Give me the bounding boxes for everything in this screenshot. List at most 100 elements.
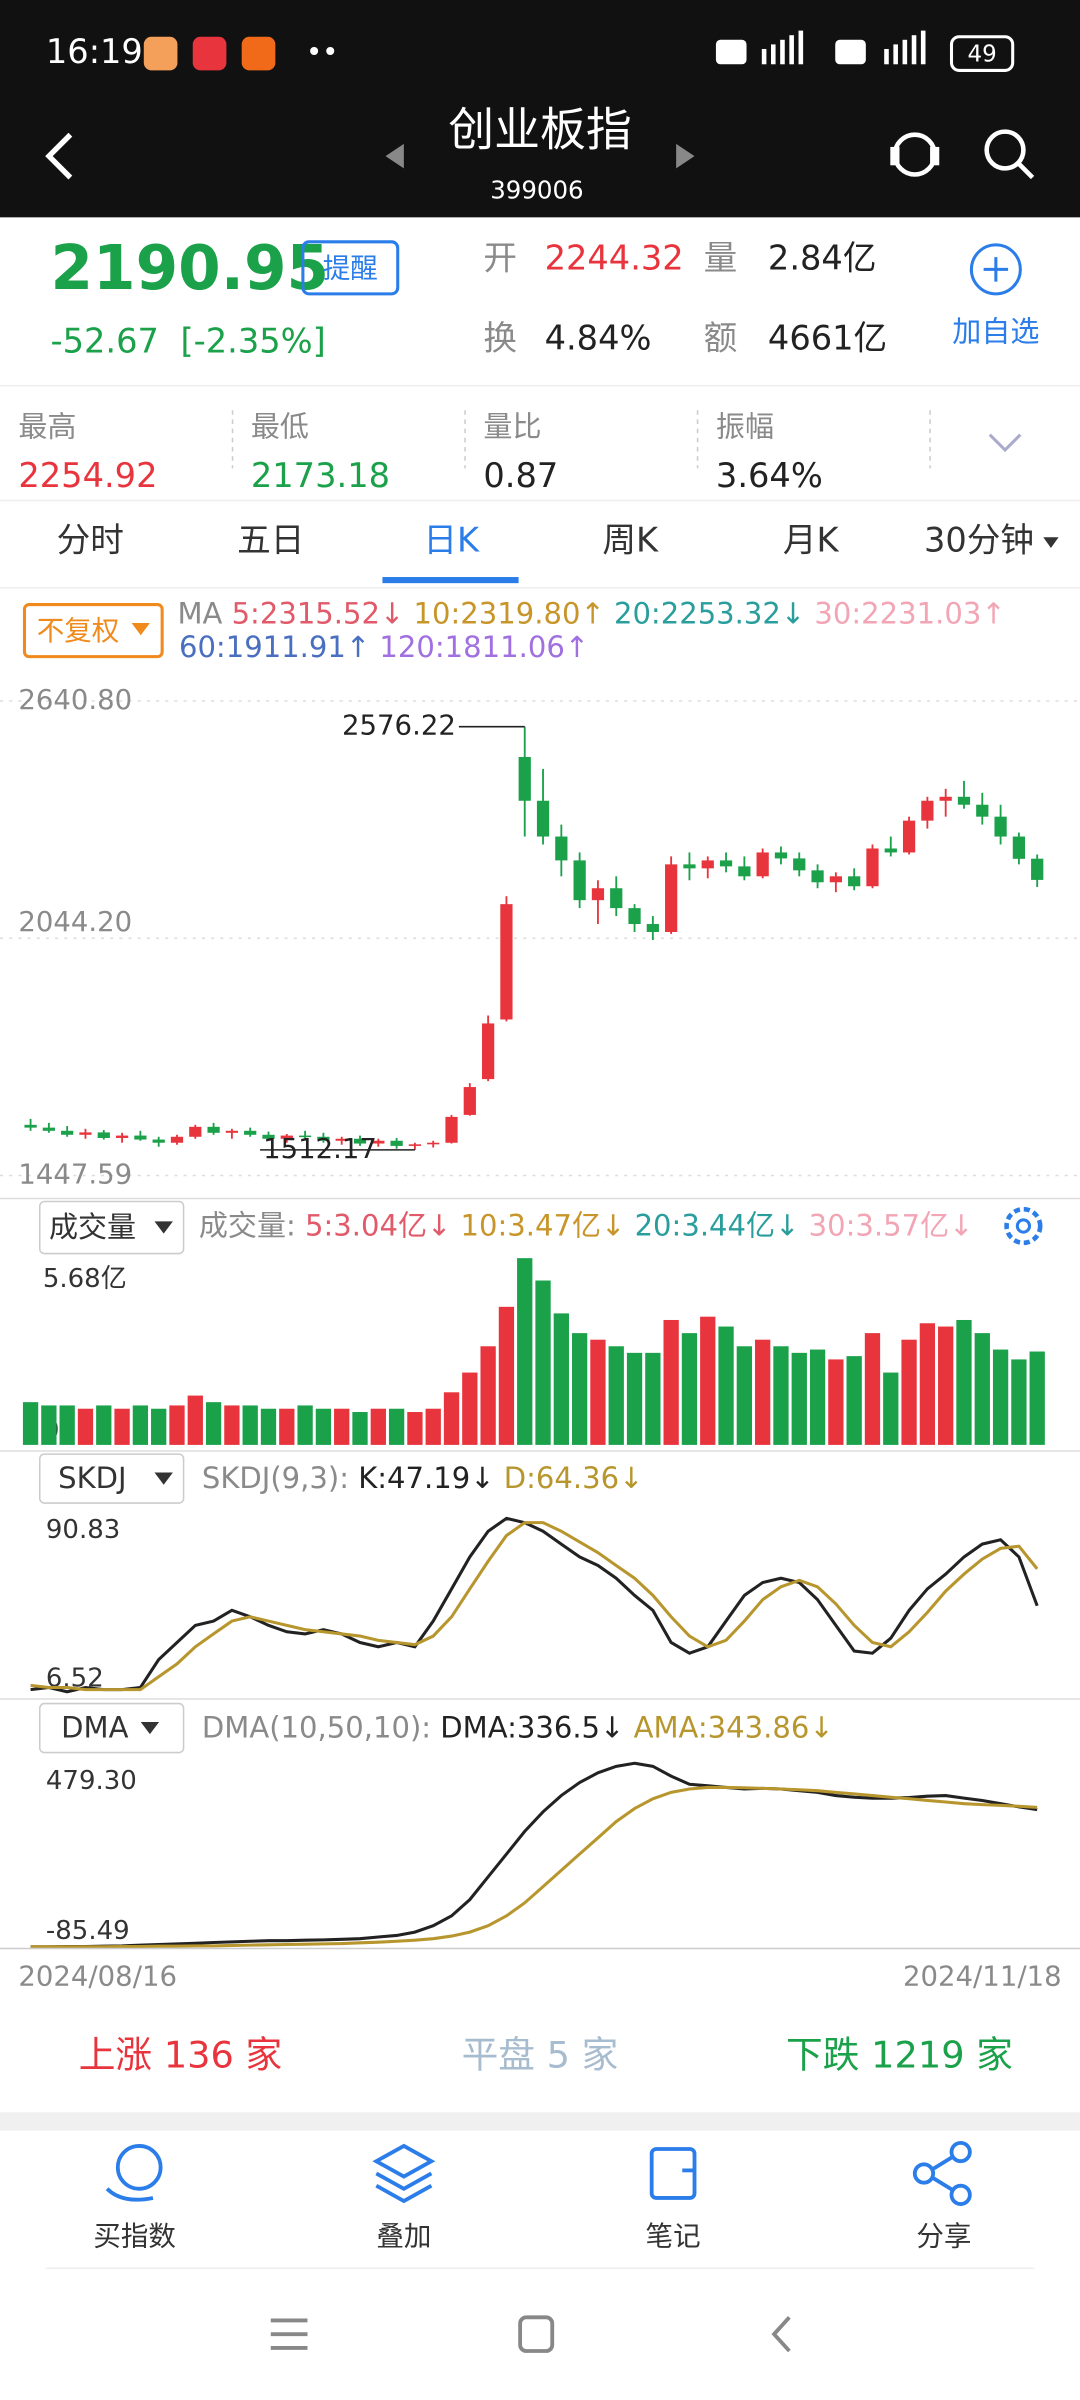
candle-body xyxy=(811,870,824,883)
toolbar-label[interactable]: 分享 xyxy=(916,2221,971,2253)
volume-bar xyxy=(114,1408,130,1445)
toolbar-label[interactable]: 叠加 xyxy=(376,2221,431,2253)
service-button[interactable] xyxy=(890,132,940,177)
skdj-chart: SKDJ(9,3): K:47.19↓ D:64.36↓90.836.52 xyxy=(30,1461,1039,1694)
candle-body xyxy=(79,1132,92,1135)
field-value: 4661亿 xyxy=(768,318,887,357)
candle-body xyxy=(280,1135,293,1139)
candle-body xyxy=(921,800,934,821)
field-label: 开 xyxy=(483,239,517,278)
adjust-label[interactable]: 不复权 xyxy=(37,615,120,647)
volume-bar xyxy=(41,1405,57,1445)
legend-label: DMA(10,50,10): xyxy=(202,1711,431,1745)
volume-bar xyxy=(1029,1351,1045,1445)
toolbar-label[interactable]: 笔记 xyxy=(646,2221,701,2253)
volume-bar xyxy=(279,1408,295,1445)
back-button[interactable] xyxy=(45,132,73,180)
battery xyxy=(949,35,1015,72)
index-title: 创业板指 xyxy=(448,103,632,157)
volume-chart: 成交量: 5:3.04亿↓ 10:3.47亿↓ 20:3.44亿↓ 30:3.57亿↓ 5… xyxy=(22,1209,1045,1446)
volume-bar xyxy=(681,1333,698,1445)
volume-bar xyxy=(736,1346,753,1445)
indicator-button[interactable] xyxy=(39,1702,185,1754)
adjust-button[interactable] xyxy=(22,603,164,659)
add-watch-label[interactable]: 加自选 xyxy=(952,315,1039,349)
candle-body xyxy=(884,848,897,853)
tab[interactable]: 30分钟 xyxy=(924,520,1034,559)
candle-body xyxy=(976,804,989,817)
volume-bar xyxy=(242,1405,258,1445)
candle-body xyxy=(848,876,861,887)
remind-label[interactable]: 提醒 xyxy=(323,252,378,284)
indicator-line xyxy=(30,1785,1038,1949)
indicator-button[interactable] xyxy=(39,1200,185,1255)
flat-count: 平盘 5 家 xyxy=(462,2034,619,2077)
candle-body xyxy=(902,820,916,853)
field-value: 2.84亿 xyxy=(768,239,877,278)
tab[interactable]: 日K xyxy=(423,520,480,559)
y-tick-label: 479.30 xyxy=(46,1766,137,1796)
add-watch-icon[interactable] xyxy=(969,243,1022,296)
candle-body xyxy=(994,816,1007,837)
tab[interactable]: 五日 xyxy=(237,520,304,559)
prev-index[interactable] xyxy=(385,143,404,169)
volume-bar xyxy=(883,1372,899,1445)
indicator-label[interactable]: SKDJ xyxy=(58,1461,126,1495)
candle-body xyxy=(427,1142,440,1145)
volume-bar xyxy=(791,1352,807,1445)
candle-body xyxy=(957,796,971,805)
toolbar: 买指数 叠加 笔记 分享 xyxy=(93,2221,971,2253)
tab[interactable]: 月K xyxy=(783,520,840,559)
indicator-line xyxy=(30,1521,1039,1692)
volume-bar xyxy=(388,1408,405,1445)
volume-bar xyxy=(571,1333,588,1445)
volume-bar xyxy=(700,1316,716,1445)
candle-body xyxy=(628,908,641,925)
y-tick-label: 1447.59 xyxy=(18,1159,132,1191)
legend-item: K:47.19↓ xyxy=(358,1461,494,1495)
volume-bar xyxy=(260,1408,277,1445)
candle-body xyxy=(97,1132,110,1138)
volume-bar xyxy=(1011,1359,1027,1445)
indicator-line xyxy=(30,1761,1038,1949)
battery-level: 49 xyxy=(968,42,997,68)
indicator-label[interactable]: DMA xyxy=(61,1711,128,1745)
dropdown-arrow xyxy=(154,1221,173,1234)
volume-bar xyxy=(187,1395,203,1445)
expand-button[interactable] xyxy=(988,433,1022,453)
volume-bar xyxy=(773,1346,789,1445)
low-label: 1512.17 xyxy=(263,1133,377,1165)
stats-row: 最高 2254.92 最低 2173.18 量比 0.87 振幅 3.64% xyxy=(18,410,931,495)
legend-item: 10:3.47亿↓ xyxy=(461,1209,626,1243)
stat-label: 最低 xyxy=(251,410,309,444)
dropdown-arrow xyxy=(131,622,150,636)
index-code: 399006 xyxy=(490,175,583,204)
indicator-button[interactable] xyxy=(39,1453,185,1504)
candle-body xyxy=(939,796,952,801)
remind-button[interactable] xyxy=(301,240,400,296)
volume-bar xyxy=(498,1306,515,1445)
nav-bar xyxy=(270,2315,791,2353)
volume-bar xyxy=(590,1339,606,1445)
stat-value: 2254.92 xyxy=(18,456,157,495)
end-date: 2024/11/18 xyxy=(903,1961,1062,1993)
volume-bar xyxy=(553,1313,569,1445)
indicator-label[interactable]: 成交量 xyxy=(49,1210,136,1244)
app-icon xyxy=(143,36,178,71)
candle-body xyxy=(317,1136,330,1141)
candle-body xyxy=(1012,836,1026,859)
dropdown-arrow xyxy=(154,1472,173,1485)
toolbar-label[interactable]: 买指数 xyxy=(93,2221,176,2253)
next-index[interactable] xyxy=(676,143,695,169)
volume-bar xyxy=(480,1346,496,1445)
volume-bar xyxy=(956,1319,972,1445)
y-tick-label: 90.83 xyxy=(46,1515,120,1545)
search-button[interactable] xyxy=(984,129,1035,180)
candle-body xyxy=(683,864,696,869)
tab[interactable]: 分时 xyxy=(57,520,124,559)
settings-button[interactable] xyxy=(1004,1206,1043,1246)
legend-item: DMA:336.5↓ xyxy=(440,1711,624,1745)
candle-body xyxy=(591,888,605,901)
tab[interactable]: 周K xyxy=(602,520,659,559)
